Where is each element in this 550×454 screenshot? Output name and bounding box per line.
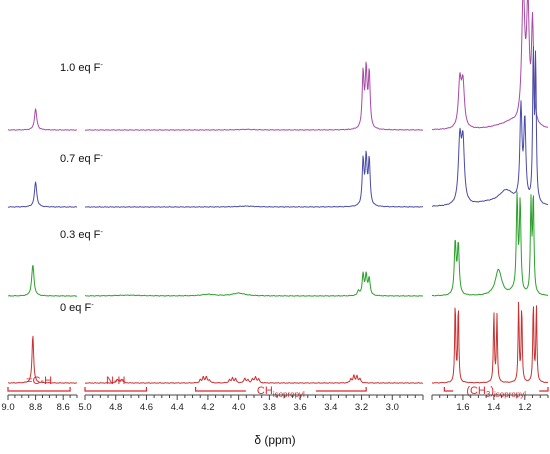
series-1 bbox=[7, 46, 549, 208]
x-tick-label: 5.0 bbox=[78, 402, 91, 413]
series-2-trace-segment-1 bbox=[85, 271, 424, 297]
x-tick-label: 8.6 bbox=[57, 402, 70, 413]
x-tick-label: 3.8 bbox=[263, 402, 276, 413]
x-tick-label: 1.4 bbox=[487, 402, 500, 413]
x-tick-label: 3.0 bbox=[386, 402, 399, 413]
x-axis: 9.0 8.8 8.6 5.0 4.8 4.6 4.4 4.2 4.0 3.8 3.6 3.4 3.2 3… bbox=[1, 394, 549, 413]
series-0-trace-segment-0 bbox=[7, 108, 78, 131]
series-3 bbox=[7, 301, 549, 384]
x-tick-label: 3.6 bbox=[293, 402, 306, 413]
series-0-trace-segment-1 bbox=[84, 61, 424, 131]
x-tick-label: 3.2 bbox=[355, 402, 368, 413]
series-label-0: 1.0 eq F- bbox=[60, 60, 103, 74]
series-2-trace-segment-2 bbox=[431, 191, 549, 297]
series-1-trace-segment-1 bbox=[84, 150, 424, 208]
x-tick-label: 4.6 bbox=[140, 402, 153, 413]
x-tick-label: 4.4 bbox=[171, 402, 184, 413]
x-tick-label: 9.0 bbox=[1, 402, 14, 413]
annotation-nh-label: N-H bbox=[106, 375, 126, 387]
series-label-1: 0.7 eq F- bbox=[60, 151, 103, 165]
x-tick-label: 4.8 bbox=[109, 402, 122, 413]
series-2-trace-segment-0 bbox=[7, 264, 78, 297]
annotation-ch-label: =C-H bbox=[26, 375, 52, 387]
x-tick-label: 4.2 bbox=[201, 402, 214, 413]
x-tick-label: 8.8 bbox=[29, 402, 42, 413]
annotation-ch: =C-H bbox=[7, 375, 71, 392]
annotation-nh: N-H bbox=[84, 375, 148, 392]
annotation-chiso: CHisopropyl bbox=[195, 385, 367, 399]
x-axis-label: δ (ppm) bbox=[254, 433, 295, 447]
x-tick-label: 3.4 bbox=[324, 402, 337, 413]
x-tick-label: 4.0 bbox=[232, 402, 245, 413]
series-labels: 1.0 eq F- 0.7 eq F- 0.3 eq F- 0 eq F- bbox=[60, 60, 103, 314]
series-3-trace-segment-0 bbox=[7, 335, 78, 384]
series-1-trace-segment-0 bbox=[7, 181, 78, 208]
series-0-trace-segment-2 bbox=[431, 0, 549, 131]
annotation-chiso-label: CHisopropyl bbox=[257, 385, 305, 399]
series-2 bbox=[7, 191, 549, 297]
x-tick-label: 1.6 bbox=[456, 402, 469, 413]
series-0 bbox=[7, 0, 549, 131]
series-3-trace-segment-1 bbox=[84, 374, 424, 384]
series-label-2: 0.3 eq F- bbox=[60, 227, 103, 241]
series-3-trace-segment-2 bbox=[431, 301, 549, 384]
spectra-traces bbox=[7, 0, 549, 384]
series-1-trace-segment-2 bbox=[431, 46, 549, 207]
x-tick-label: 1.2 bbox=[518, 402, 531, 413]
series-label-3: 0 eq F- bbox=[60, 300, 94, 314]
